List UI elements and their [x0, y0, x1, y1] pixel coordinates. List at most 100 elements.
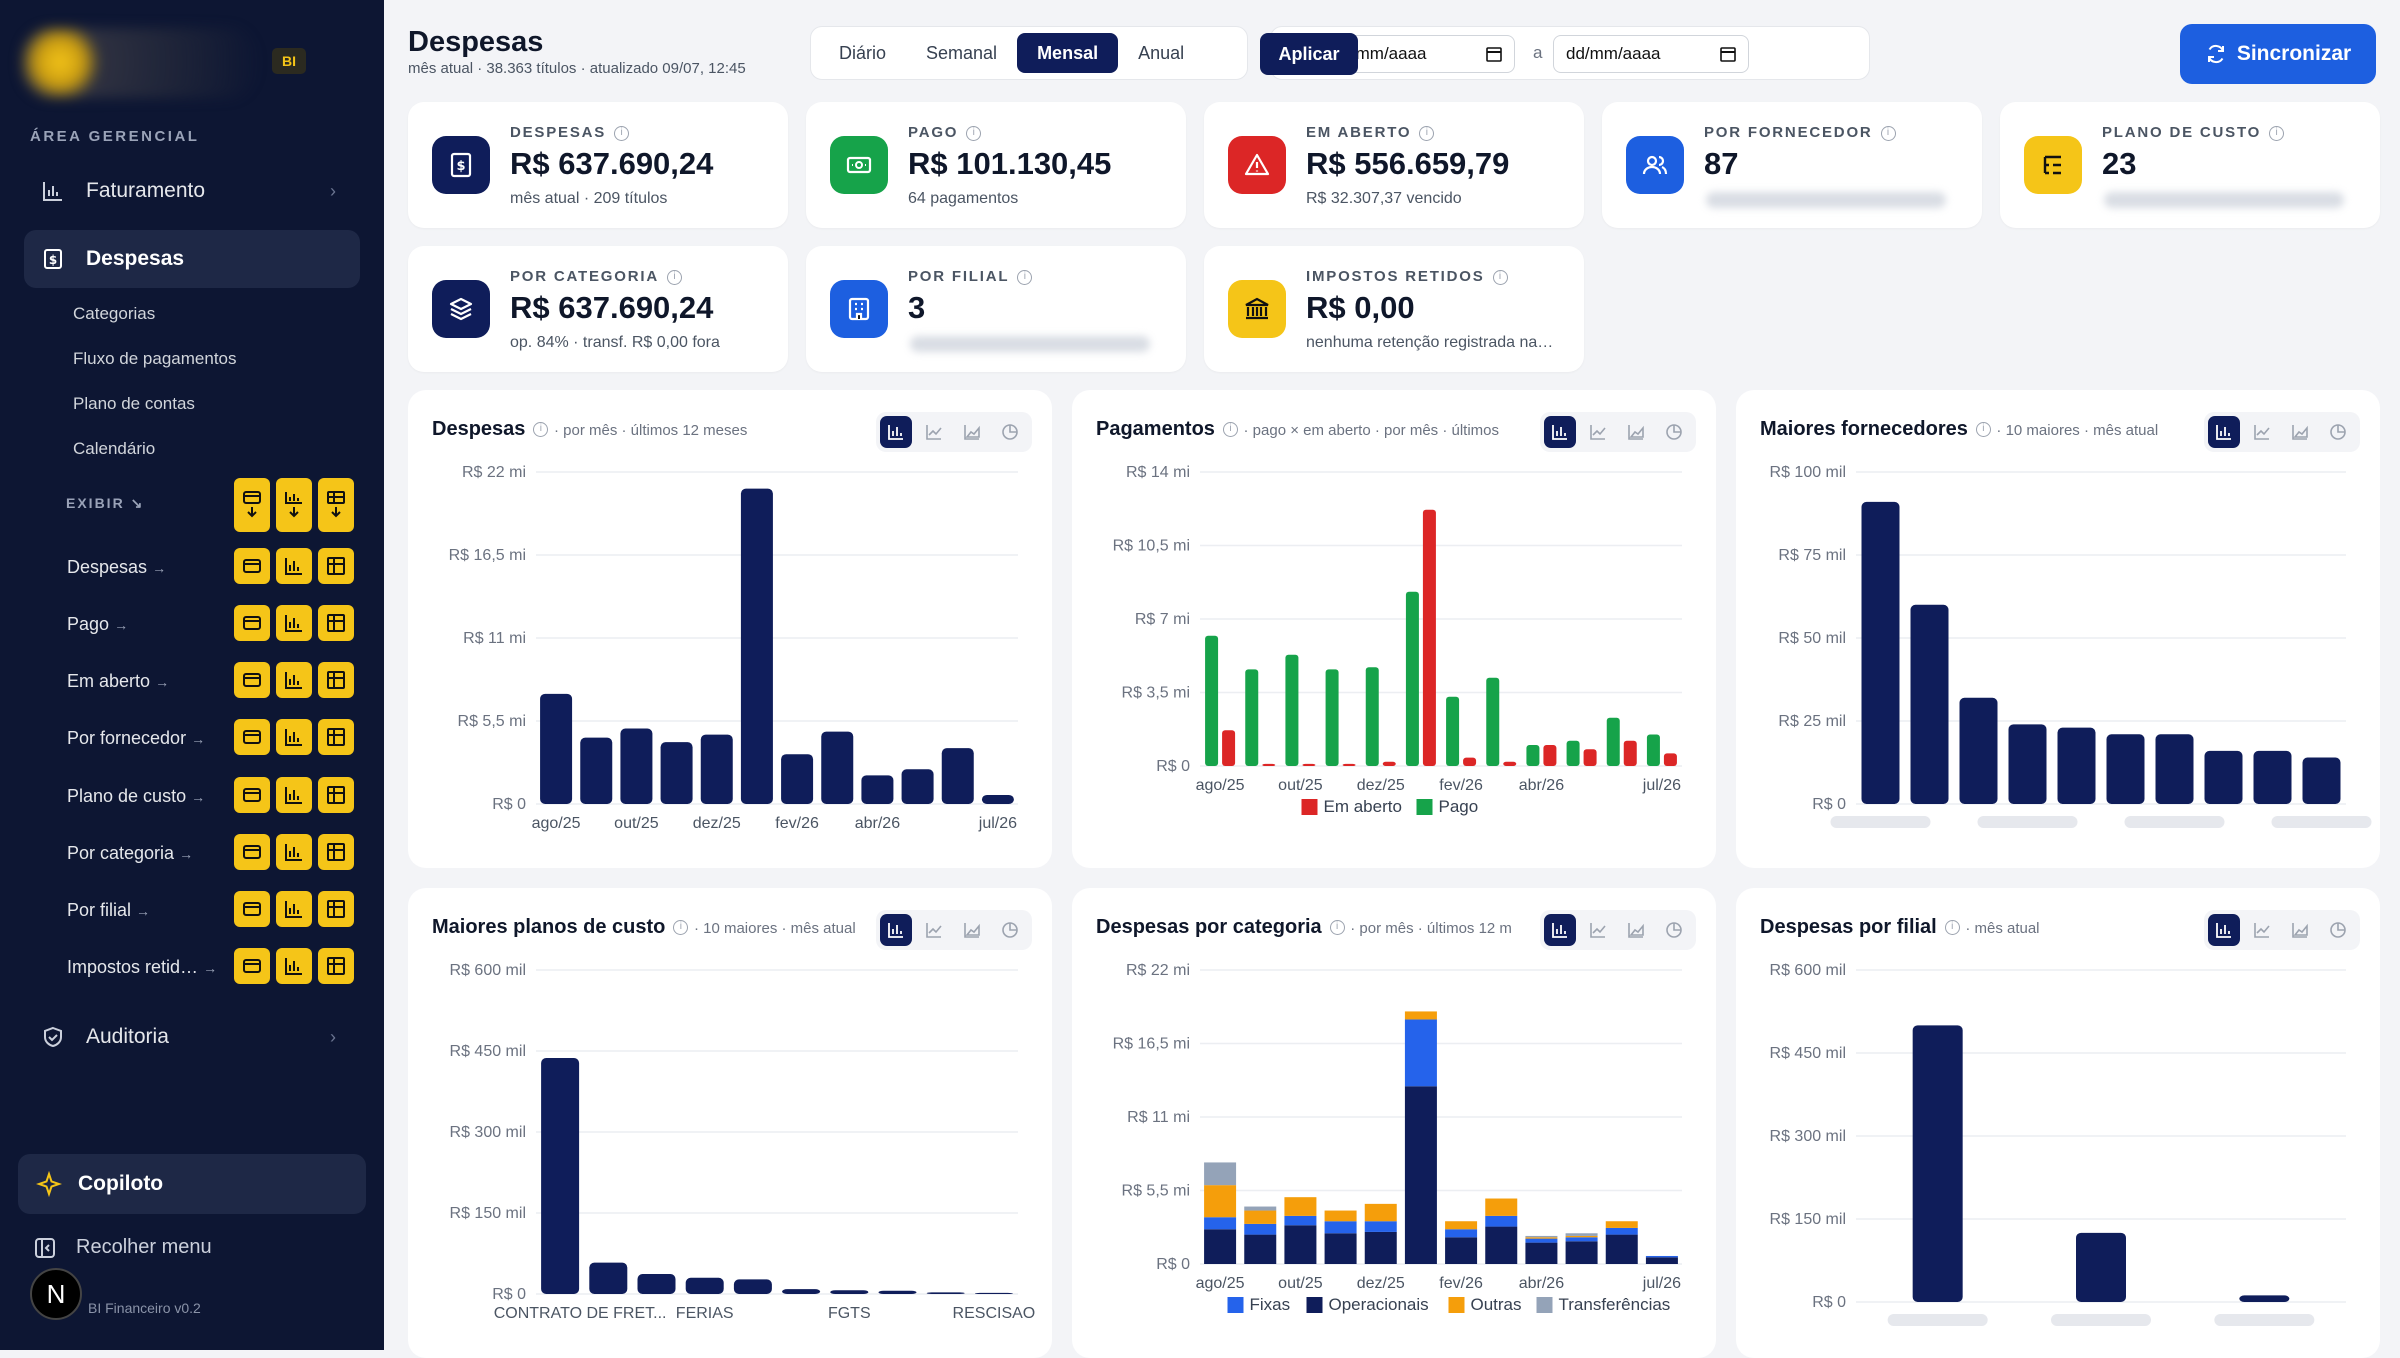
export-card-button[interactable] [234, 777, 270, 813]
export-table-button[interactable] [318, 719, 354, 755]
sidebar-item-despesas[interactable]: $ Despesas [24, 230, 360, 288]
area-chart-toggle[interactable] [1620, 914, 1652, 946]
area-chart-toggle[interactable] [2284, 914, 2316, 946]
export-chart-button[interactable] [276, 777, 312, 813]
bar-chart-icon [888, 425, 903, 440]
kpi-card-por-categoria[interactable]: POR CATEGORIA i R$ 637.690,24 op. 84% · tr… [408, 246, 788, 372]
sync-button[interactable]: Sincronizar [2180, 24, 2376, 84]
export-chart-button[interactable] [276, 834, 312, 870]
line-chart-toggle[interactable] [918, 914, 950, 946]
export-table-button[interactable] [318, 548, 354, 584]
export-card-button[interactable] [234, 891, 270, 927]
period-anual[interactable]: Anual [1138, 43, 1185, 63]
info-icon[interactable]: i [966, 125, 982, 141]
info-icon[interactable]: i [673, 920, 689, 936]
line-chart-toggle[interactable] [2246, 914, 2278, 946]
export-card-button[interactable] [234, 719, 270, 755]
pie-chart-toggle[interactable] [1658, 914, 1690, 946]
info-icon[interactable]: i [1944, 920, 1960, 936]
export-row-label[interactable]: Plano de custo → [67, 786, 205, 807]
pie-chart-toggle[interactable] [1658, 416, 1690, 448]
subnav-fluxo-pagamentos[interactable]: Fluxo de pagamentos [73, 349, 237, 368]
kpi-card-pago[interactable]: PAGO i R$ 101.130,45 64 pagamentos [806, 102, 1186, 228]
info-icon[interactable]: i [614, 125, 630, 141]
subnav-categorias[interactable]: Categorias [73, 304, 156, 323]
info-icon[interactable]: i [533, 422, 549, 438]
line-chart-toggle[interactable] [2246, 416, 2278, 448]
line-chart-toggle[interactable] [1582, 416, 1614, 448]
line-chart-toggle[interactable] [918, 416, 950, 448]
kpi-card-impostos-retidos[interactable]: IMPOSTOS RETIDOS i R$ 0,00 nenhuma retençã… [1204, 246, 1584, 372]
bar-chart-toggle[interactable] [880, 914, 912, 946]
user-avatar[interactable]: N [30, 1268, 82, 1320]
info-icon[interactable]: i [666, 269, 682, 285]
export-row-label[interactable]: Por fornecedor → [67, 728, 205, 749]
period-mensal[interactable]: Mensal [1017, 33, 1119, 73]
export-chart-button[interactable] [276, 948, 312, 984]
bar-chart-toggle[interactable] [2208, 416, 2240, 448]
sidebar-item-auditoria[interactable]: Auditoria › [24, 1008, 360, 1066]
kpi-card-por-filial[interactable]: POR FILIAL i 3 [806, 246, 1186, 372]
sidebar-item-faturamento[interactable]: Faturamento › [24, 162, 360, 220]
company-logo[interactable] [22, 28, 258, 98]
date-to-input[interactable]: dd/mm/aaaa [1553, 35, 1749, 73]
copiloto-button[interactable]: Copiloto [18, 1154, 366, 1214]
bar-chart-toggle[interactable] [1544, 416, 1576, 448]
export-chart-button[interactable] [276, 605, 312, 641]
info-icon[interactable]: i [1017, 269, 1033, 285]
export-card-button[interactable] [234, 662, 270, 698]
export-table-button[interactable] [318, 662, 354, 698]
bar-chart-toggle[interactable] [880, 416, 912, 448]
export-chart-button[interactable] [276, 662, 312, 698]
export-table-button[interactable] [318, 605, 354, 641]
collapse-menu-button[interactable]: Recolher menu [34, 1236, 212, 1259]
export-card-button[interactable] [234, 948, 270, 984]
export-all-tables-button[interactable] [318, 478, 354, 532]
export-table-button[interactable] [318, 777, 354, 813]
export-table-button[interactable] [318, 891, 354, 927]
pie-chart-toggle[interactable] [2322, 914, 2354, 946]
area-chart-toggle[interactable] [956, 416, 988, 448]
period-diario[interactable]: Diário [839, 43, 887, 63]
apply-button[interactable]: Aplicar [1260, 33, 1358, 75]
info-icon[interactable]: i [1222, 422, 1238, 438]
info-icon[interactable]: i [1492, 269, 1508, 285]
info-icon[interactable]: i [1880, 125, 1896, 141]
kpi-card-por-fornecedor[interactable]: POR FORNECEDOR i 87 [1602, 102, 1982, 228]
line-chart-toggle[interactable] [1582, 914, 1614, 946]
export-row-label[interactable]: Impostos retid… → [67, 957, 217, 978]
subnav-plano-contas[interactable]: Plano de contas [73, 394, 195, 413]
pie-chart-toggle[interactable] [994, 914, 1026, 946]
kpi-card-despesas[interactable]: $ DESPESAS i R$ 637.690,24 mês atual · 209… [408, 102, 788, 228]
info-icon[interactable]: i [1975, 422, 1991, 438]
export-card-button[interactable] [234, 548, 270, 584]
area-chart-toggle[interactable] [956, 914, 988, 946]
export-row-label[interactable]: Por categoria → [67, 843, 193, 864]
info-icon[interactable]: i [2269, 125, 2285, 141]
export-card-button[interactable] [234, 834, 270, 870]
export-card-button[interactable] [234, 605, 270, 641]
export-all-cards-button[interactable] [234, 478, 270, 532]
export-chart-button[interactable] [276, 719, 312, 755]
subnav-calendario[interactable]: Calendário [73, 439, 156, 458]
period-semanal[interactable]: Semanal [926, 43, 998, 63]
info-icon[interactable]: i [1419, 125, 1435, 141]
export-chart-button[interactable] [276, 891, 312, 927]
export-chart-button[interactable] [276, 548, 312, 584]
bar-chart-toggle[interactable] [1544, 914, 1576, 946]
area-chart-toggle[interactable] [1620, 416, 1652, 448]
kpi-card-plano-de-custo[interactable]: PLANO DE CUSTO i 23 [2000, 102, 2380, 228]
area-chart-toggle[interactable] [2284, 416, 2316, 448]
export-row-label[interactable]: Por filial → [67, 900, 150, 921]
export-row-label[interactable]: Em aberto → [67, 671, 169, 692]
bar-chart-toggle[interactable] [2208, 914, 2240, 946]
kpi-card-em-aberto[interactable]: EM ABERTO i R$ 556.659,79 R$ 32.307,37 ven… [1204, 102, 1584, 228]
info-icon[interactable]: i [1329, 920, 1345, 936]
export-table-button[interactable] [318, 948, 354, 984]
export-row-label[interactable]: Pago → [67, 614, 128, 635]
pie-chart-toggle[interactable] [2322, 416, 2354, 448]
pie-chart-toggle[interactable] [994, 416, 1026, 448]
export-table-button[interactable] [318, 834, 354, 870]
export-all-charts-button[interactable] [276, 478, 312, 532]
export-row-label[interactable]: Despesas → [67, 557, 166, 578]
